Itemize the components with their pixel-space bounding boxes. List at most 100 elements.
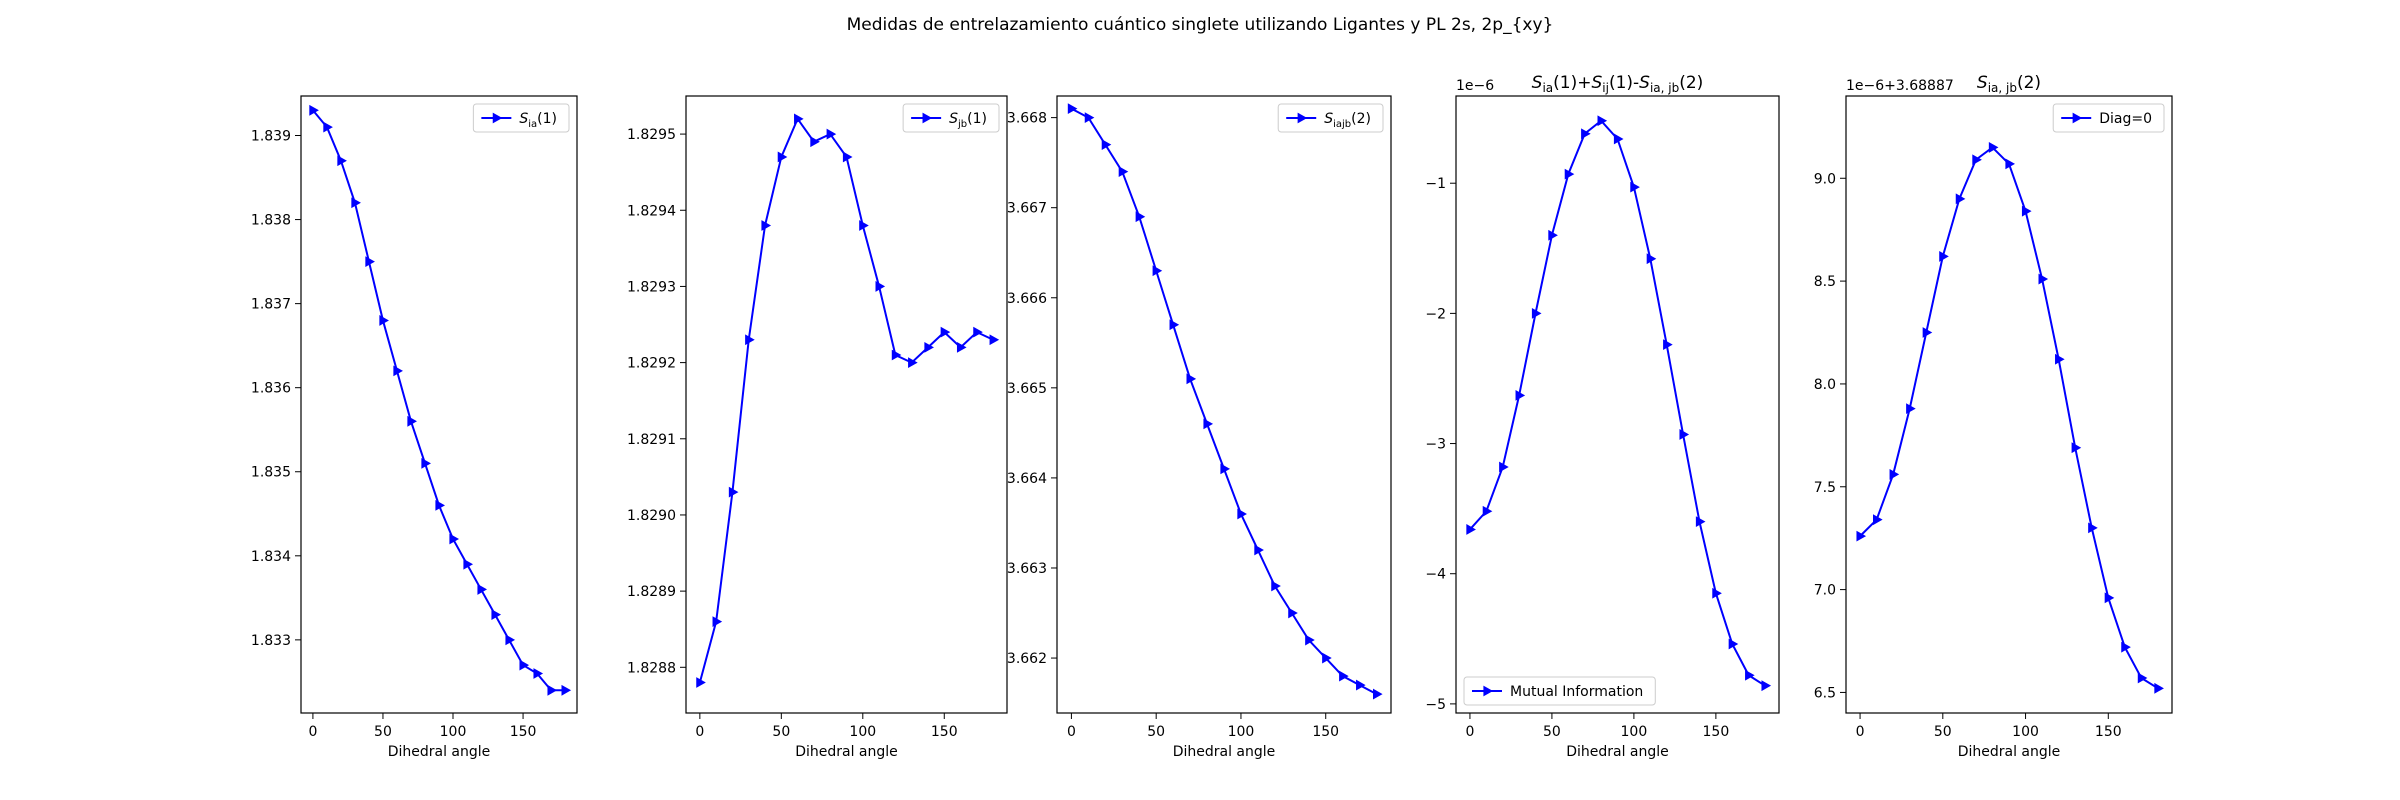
subplots: 0 50 100 150 1.833 1.834 1.835 1.836 1.837 1.838 1…: [251, 73, 2173, 760]
data-point-marker: [1084, 112, 1095, 124]
legend-box: [472, 103, 570, 133]
y-tick-label: 1.8288: [627, 660, 676, 676]
y-tick-label: 1.8295: [627, 127, 676, 143]
x-tick-label: 100: [440, 724, 467, 740]
y-offset-label: 1e−6+3.68887: [1846, 78, 1954, 94]
data-point-marker: [505, 634, 516, 646]
axes-frame: [1056, 95, 1392, 714]
y-tick-label: 3.663: [1007, 561, 1047, 577]
x-tick-label: 0: [1067, 724, 1076, 740]
x-tick-label: 150: [1703, 724, 1730, 740]
data-point-marker: [2071, 442, 2082, 454]
y-tick-label: 1.8293: [627, 279, 676, 295]
y-tick-label: 9.0: [1814, 171, 1836, 187]
x-axis-label: Dihedral angle: [1566, 744, 1669, 760]
data-point-marker: [1101, 139, 1112, 151]
data-point-marker: [463, 558, 474, 570]
axes-frame: [300, 95, 578, 714]
y-tick-label: 1.8294: [627, 203, 676, 219]
subplot-2: 0 50 100 150 1.8288 1.8289 1.8290 1.8291 1.8292 1…: [627, 95, 1008, 760]
data-point-marker: [1922, 327, 1933, 338]
data-point-marker: [533, 668, 544, 679]
legend-marker: [1483, 685, 1493, 697]
data-point-marker: [1482, 505, 1493, 517]
data-point-marker: [435, 499, 445, 511]
y-tick-label: 1.8292: [627, 356, 676, 372]
x-tick-label: 100: [1621, 724, 1648, 740]
y-tick-label: 6.5: [1814, 685, 1836, 701]
data-point-marker: [1972, 154, 1982, 166]
data-point-marker: [2055, 353, 2065, 365]
y-tick-label: 1.834: [251, 549, 291, 565]
data-point-marker: [379, 315, 389, 326]
x-axis-label: Dihedral angle: [1173, 744, 1276, 760]
data-point-marker: [1630, 181, 1640, 193]
data-point-marker: [761, 220, 772, 231]
x-tick-label: 50: [1934, 724, 1952, 740]
data-point-marker: [449, 533, 460, 545]
y-tick-label: 1.8290: [627, 508, 676, 524]
data-point-marker: [1152, 265, 1163, 277]
data-point-marker: [1906, 403, 1916, 415]
data-point-marker: [1939, 251, 1949, 262]
x-axis-label: Dihedral angle: [388, 744, 491, 760]
legend: Sjb(1): [902, 103, 1000, 133]
legend-label: Mutual Information: [1510, 684, 1643, 700]
x-tick-label: 0: [308, 724, 317, 740]
data-point-marker: [1695, 516, 1706, 528]
data-point-marker: [1466, 524, 1476, 535]
subplot-1: 0 50 100 150 1.833 1.834 1.835 1.836 1.837 1.838 1…: [251, 95, 578, 760]
data-point-marker: [1203, 418, 1214, 430]
y-tick-label: 1.835: [251, 465, 291, 481]
y-tick-label: 1.8291: [627, 432, 676, 448]
x-axis-label: Dihedral angle: [795, 744, 898, 760]
data-point-marker: [1288, 607, 1298, 619]
y-tick-label: −1: [1425, 176, 1446, 192]
y-tick-label: 3.662: [1007, 651, 1047, 667]
y-offset-label: 1e−6: [1456, 78, 1494, 94]
data-point-marker: [1271, 580, 1281, 592]
data-point-marker: [1597, 115, 1608, 127]
y-tick-label: 1.839: [251, 129, 291, 145]
x-tick-label: 0: [1856, 724, 1865, 740]
data-point-marker: [1531, 307, 1542, 319]
data-point-marker: [1118, 166, 1129, 178]
data-point-marker: [989, 334, 1000, 346]
data-point-marker: [1186, 373, 1197, 385]
x-tick-label: 150: [931, 724, 958, 740]
y-tick-label: 8.0: [1814, 377, 1836, 393]
legend: Mutual Information: [1463, 676, 1656, 706]
y-tick-label: −4: [1425, 567, 1446, 583]
x-tick-label: 50: [772, 724, 790, 740]
data-point-marker: [1499, 461, 1509, 473]
data-point-marker: [1169, 319, 1180, 331]
legend-label: Diag=0: [2099, 111, 2152, 127]
data-point-marker: [1220, 463, 1230, 475]
data-point-marker: [2038, 273, 2049, 285]
y-tick-label: 1.838: [251, 213, 291, 229]
x-tick-label: 50: [1147, 724, 1165, 740]
data-point-marker: [1728, 638, 1739, 650]
x-tick-label: 150: [2095, 724, 2122, 740]
data-point-marker: [794, 113, 804, 125]
data-point-marker: [407, 415, 417, 427]
data-point-marker: [309, 104, 319, 116]
x-tick-label: 100: [1228, 724, 1255, 740]
data-point-marker: [1873, 514, 1883, 526]
data-point-marker: [491, 609, 502, 621]
data-point-marker: [1646, 253, 1657, 265]
data-point-marker: [1745, 669, 1755, 681]
y-tick-label: −5: [1425, 697, 1446, 713]
x-tick-label: 50: [374, 724, 392, 740]
data-point-marker: [2104, 592, 2115, 604]
x-tick-label: 50: [1543, 724, 1561, 740]
data-point-marker: [875, 281, 886, 292]
data-point-marker: [2005, 158, 2015, 170]
data-point-marker: [1322, 652, 1332, 664]
data-point-marker: [826, 128, 837, 140]
legend-marker: [492, 112, 503, 124]
data-point-marker: [477, 584, 488, 595]
y-tick-label: 3.665: [1007, 381, 1047, 397]
legend-box: [2052, 103, 2165, 133]
